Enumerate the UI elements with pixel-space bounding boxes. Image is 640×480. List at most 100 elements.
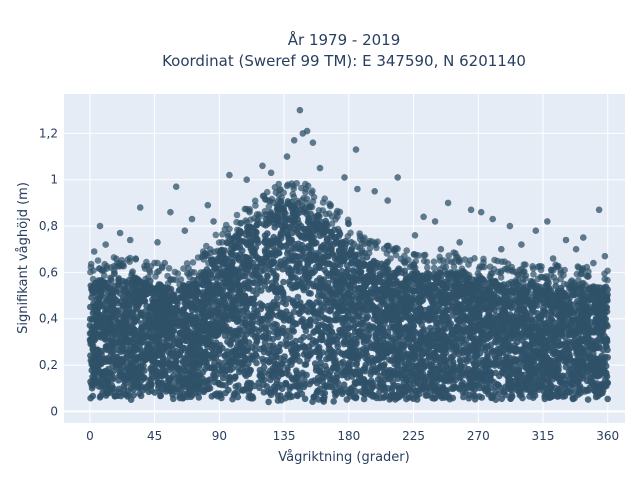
data-point — [441, 357, 449, 365]
data-point — [267, 391, 275, 399]
data-point — [130, 344, 137, 352]
data-point — [359, 256, 366, 263]
data-point — [260, 389, 268, 396]
data-point — [508, 304, 515, 312]
data-point — [277, 341, 285, 348]
data-point — [584, 396, 592, 403]
data-point — [254, 334, 262, 341]
data-point — [506, 295, 514, 303]
data-point — [428, 327, 436, 335]
data-point — [351, 328, 359, 336]
data-point — [390, 382, 398, 389]
data-point — [157, 392, 164, 399]
data-point — [603, 343, 610, 350]
data-point — [417, 305, 425, 313]
data-point — [429, 394, 436, 402]
data-point — [98, 292, 105, 300]
data-point — [360, 395, 368, 403]
data-point — [87, 394, 94, 402]
data-point — [492, 383, 499, 391]
data-point — [288, 341, 296, 348]
data-point — [446, 395, 454, 403]
data-point — [495, 390, 502, 398]
data-point — [294, 293, 302, 301]
data-point — [222, 389, 229, 397]
data-point — [348, 259, 355, 266]
data-point — [262, 329, 270, 336]
data-point — [234, 333, 242, 340]
data-point — [219, 374, 227, 382]
data-point — [547, 308, 555, 316]
data-point — [295, 240, 302, 248]
data-point — [405, 359, 413, 366]
data-point — [105, 365, 112, 373]
data-point — [379, 380, 387, 387]
data-point — [343, 396, 351, 403]
data-point — [256, 384, 263, 392]
data-point — [287, 272, 295, 280]
data-point — [418, 351, 426, 359]
data-point — [411, 284, 418, 292]
data-point — [506, 361, 514, 369]
data-point — [426, 344, 433, 351]
data-point — [274, 397, 282, 404]
data-point — [313, 388, 321, 396]
data-point — [280, 278, 287, 286]
data-point — [293, 391, 301, 399]
data-point — [298, 317, 305, 325]
data-point — [323, 355, 330, 363]
data-point — [402, 336, 409, 343]
data-point — [306, 352, 313, 359]
data-point — [294, 372, 301, 380]
data-point — [264, 230, 271, 237]
data-point — [436, 314, 443, 322]
data-point — [301, 361, 309, 368]
chart-title-line2: Koordinat (Sweref 99 TM): E 347590, N 62… — [162, 52, 526, 70]
data-point — [350, 268, 358, 276]
data-point — [352, 251, 359, 259]
data-points — [86, 106, 611, 406]
data-point — [552, 282, 559, 290]
data-point — [254, 239, 262, 246]
data-point — [345, 325, 352, 332]
data-point — [294, 352, 301, 359]
data-point — [282, 394, 289, 402]
data-point — [363, 344, 371, 352]
data-point — [489, 394, 496, 401]
data-point — [471, 392, 479, 400]
data-point — [195, 394, 203, 401]
data-point — [273, 272, 280, 280]
data-point — [242, 305, 250, 313]
data-point — [204, 341, 212, 348]
data-point — [194, 297, 201, 305]
data-point — [547, 347, 554, 354]
data-point — [266, 367, 274, 375]
data-point — [301, 377, 308, 384]
chart-title-line1: År 1979 - 2019 — [288, 30, 401, 49]
data-point — [210, 371, 217, 378]
data-point — [212, 298, 220, 306]
data-point — [498, 395, 506, 403]
data-point — [285, 371, 293, 379]
data-point — [604, 395, 611, 403]
data-point — [302, 327, 310, 335]
data-point — [252, 341, 259, 348]
data-point — [272, 249, 280, 256]
data-point — [559, 322, 567, 330]
data-point — [253, 290, 260, 298]
data-point — [348, 308, 355, 316]
data-point — [375, 383, 382, 391]
data-point — [290, 308, 298, 316]
data-point — [199, 369, 207, 376]
data-point — [168, 331, 175, 339]
data-point — [330, 398, 338, 405]
data-point — [265, 398, 272, 406]
data-point — [244, 379, 252, 387]
data-point — [216, 359, 223, 366]
data-point — [436, 320, 444, 328]
data-point — [407, 342, 414, 350]
data-point — [303, 283, 311, 291]
data-point — [128, 323, 135, 330]
data-point — [260, 358, 267, 366]
